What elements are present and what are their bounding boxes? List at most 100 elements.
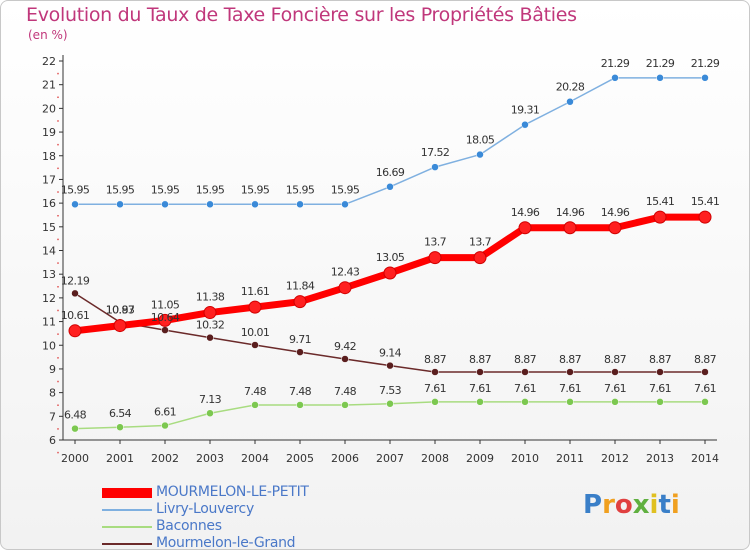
y-tick-label: 10 — [42, 339, 56, 352]
data-point-baconnes — [251, 401, 259, 409]
data-point-baconnes — [341, 401, 349, 409]
data-label-baconnes: 6.61 — [154, 406, 176, 419]
data-point-baconnes — [476, 398, 484, 406]
data-label-mourmelon-le-petit: 13.7 — [424, 236, 447, 249]
data-label-mourmelon-le-petit: 13.7 — [469, 236, 492, 249]
x-tick-label: 2005 — [286, 452, 314, 465]
data-label-livry-louvercy: 15.95 — [196, 183, 225, 196]
data-point-mourmelon-le-petit — [653, 210, 667, 224]
data-point-mourmelon-le-petit — [293, 295, 307, 309]
legend-swatch-baconnes — [102, 525, 152, 528]
data-label-mourmelon-le-grand: 8.87 — [604, 353, 627, 366]
x-tick-label: 2002 — [151, 452, 179, 465]
data-label-baconnes: 7.61 — [469, 382, 491, 395]
data-label-mourmelon-le-petit: 14.96 — [601, 206, 630, 219]
data-label-mourmelon-le-grand: 8.87 — [514, 353, 537, 366]
x-tick-label: 2004 — [241, 452, 269, 465]
data-point-mourmelon-le-grand — [566, 368, 574, 376]
logo-letter: o — [614, 490, 633, 520]
data-point-livry-louvercy — [656, 74, 664, 82]
y-tick-label: 11 — [42, 316, 56, 329]
logo-letter: t — [658, 490, 671, 520]
data-label-mourmelon-le-petit: 11.05 — [151, 298, 180, 311]
data-point-mourmelon-le-grand — [611, 368, 619, 376]
x-tick-label: 2000 — [61, 452, 89, 465]
data-label-baconnes: 7.61 — [514, 382, 536, 395]
data-label-livry-louvercy: 15.95 — [151, 183, 180, 196]
legend-swatch-mourmelon-le-grand — [102, 542, 152, 545]
chart-subtitle: (en %) — [28, 28, 68, 42]
data-point-mourmelon-le-petit — [68, 324, 82, 338]
y-tick-label: 17 — [42, 173, 56, 186]
data-label-mourmelon-le-grand: 9.42 — [334, 340, 356, 353]
data-point-mourmelon-le-grand — [431, 368, 439, 376]
data-point-livry-louvercy — [431, 163, 439, 171]
data-point-mourmelon-le-petit — [698, 210, 712, 224]
data-label-mourmelon-le-petit: 10.61 — [61, 309, 90, 322]
data-point-mourmelon-le-petit — [158, 313, 172, 327]
data-point-mourmelon-le-petit — [113, 319, 127, 333]
x-tick-label: 2011 — [556, 452, 584, 465]
data-label-mourmelon-le-petit: 13.05 — [376, 251, 405, 264]
x-tick-label: 2007 — [376, 452, 404, 465]
data-point-mourmelon-le-grand — [386, 361, 394, 370]
x-tick-label: 2003 — [196, 452, 224, 465]
data-label-baconnes: 6.54 — [109, 407, 132, 420]
y-tick-label: 8 — [49, 387, 56, 400]
data-point-livry-louvercy — [341, 200, 349, 209]
data-label-mourmelon-le-petit: 12.43 — [331, 266, 360, 279]
data-point-baconnes — [71, 424, 79, 433]
data-point-mourmelon-le-grand — [701, 368, 709, 376]
data-point-mourmelon-le-grand — [341, 355, 349, 363]
data-point-livry-louvercy — [206, 200, 214, 209]
data-label-livry-louvercy: 20.28 — [556, 81, 585, 94]
data-point-baconnes — [296, 401, 304, 409]
data-point-baconnes — [386, 400, 394, 408]
x-tick-label: 2013 — [646, 452, 674, 465]
data-label-livry-louvercy: 18.05 — [466, 134, 495, 147]
data-point-mourmelon-le-petit — [428, 251, 442, 265]
data-label-mourmelon-le-petit: 11.61 — [241, 285, 270, 298]
y-tick-label: 16 — [42, 197, 56, 210]
data-point-mourmelon-le-grand — [251, 341, 259, 349]
legend-label: Mourmelon-le-Grand — [156, 535, 296, 551]
data-label-mourmelon-le-petit: 14.96 — [556, 206, 585, 219]
data-label-baconnes: 6.48 — [64, 409, 87, 422]
data-label-livry-louvercy: 21.29 — [646, 57, 675, 70]
data-point-livry-louvercy — [611, 74, 619, 82]
data-label-mourmelon-le-grand: 8.87 — [559, 353, 582, 366]
data-point-mourmelon-le-grand — [161, 326, 169, 334]
legend-label: Livry-Louvercy — [156, 501, 254, 517]
y-tick-label: 18 — [42, 150, 56, 163]
data-label-baconnes: 7.61 — [694, 382, 716, 395]
x-tick-label: 2006 — [331, 452, 359, 465]
y-tick-label: 12 — [42, 292, 56, 305]
data-label-mourmelon-le-petit: 15.41 — [646, 195, 675, 208]
data-point-baconnes — [116, 423, 124, 431]
data-point-livry-louvercy — [161, 200, 169, 209]
data-label-mourmelon-le-petit: 10.83 — [106, 304, 135, 317]
data-point-baconnes — [656, 398, 664, 406]
y-tick-label: 19 — [42, 126, 56, 139]
logo-letter: x — [632, 490, 650, 520]
x-tick-label: 2008 — [421, 452, 449, 465]
data-point-livry-louvercy — [386, 183, 394, 191]
data-point-mourmelon-le-petit — [608, 221, 622, 235]
data-point-mourmelon-le-grand — [206, 333, 214, 342]
logo-letter: i — [670, 490, 680, 520]
data-point-mourmelon-le-petit — [473, 251, 487, 265]
data-label-mourmelon-le-grand: 10.64 — [151, 311, 180, 324]
data-label-livry-louvercy: 19.31 — [511, 104, 540, 117]
data-label-baconnes: 7.48 — [334, 385, 357, 398]
data-point-baconnes — [701, 398, 709, 406]
data-point-mourmelon-le-grand — [71, 289, 79, 298]
data-label-mourmelon-le-grand: 8.87 — [424, 353, 447, 366]
data-point-mourmelon-le-grand — [656, 368, 664, 376]
data-point-mourmelon-le-petit — [248, 300, 262, 314]
data-point-mourmelon-le-petit — [563, 221, 577, 235]
y-tick-label: 7 — [49, 410, 56, 423]
data-label-livry-louvercy: 21.29 — [691, 57, 720, 70]
data-label-livry-louvercy: 15.95 — [331, 183, 360, 196]
data-label-livry-louvercy: 15.95 — [286, 183, 315, 196]
data-label-mourmelon-le-grand: 10.01 — [241, 326, 270, 339]
